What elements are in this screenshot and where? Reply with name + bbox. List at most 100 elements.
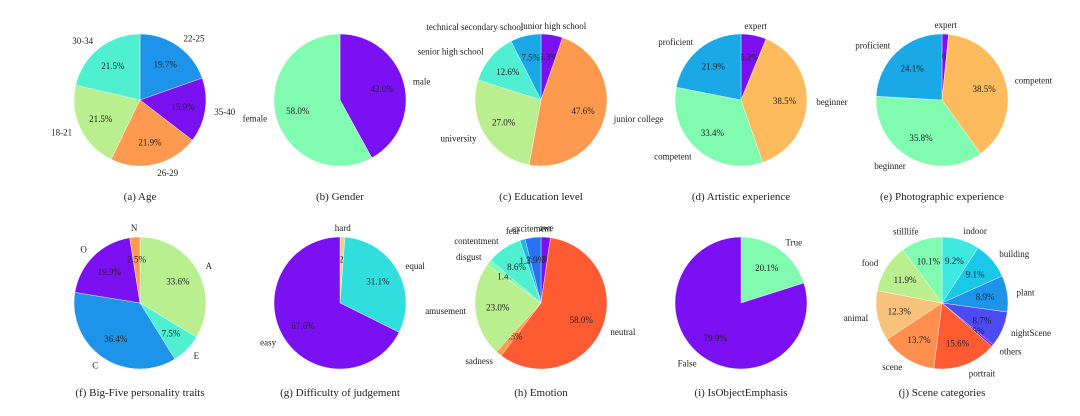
slice-category-label: junior high school <box>520 21 587 31</box>
slice-category-label: neutral <box>610 327 635 337</box>
slice-percent-label: 0.5% <box>966 326 985 336</box>
pie-chart: 6.2% expert 38.5% beginner 33.4% competent 21.… <box>654 21 848 203</box>
slice-category-label: O <box>80 245 87 255</box>
slice-percent-label: 1.4% <box>497 271 516 281</box>
slice-percent-label: 8.9% <box>976 292 995 302</box>
pie-slice <box>674 236 808 370</box>
slice-percent-label: 35.8% <box>909 133 933 143</box>
slice-category-label: beginner <box>874 161 906 171</box>
slice-percent-label: 38.5% <box>972 84 996 94</box>
slice-percent-label: 6.2% <box>740 52 759 62</box>
slice-category-label: building <box>999 249 1030 259</box>
slice-category-label: amusement <box>425 306 466 316</box>
slice-percent-label: 1.3% <box>519 256 538 266</box>
slice-percent-label: 11.9% <box>894 275 917 285</box>
slice-category-label: 30-34 <box>72 36 93 46</box>
slice-percent-label: 58.0% <box>286 106 310 116</box>
slice-category-label: E <box>194 351 200 361</box>
slice-category-label: beginner <box>816 97 848 107</box>
slice-category-label: awe <box>539 223 554 233</box>
slice-category-label: competent <box>1015 76 1053 86</box>
slice-percent-label: 1.6% <box>935 52 954 62</box>
pie-slice <box>740 236 805 304</box>
pie-slice <box>74 237 141 304</box>
pie-slice <box>674 86 763 167</box>
slice-percent-label: 19.9% <box>98 267 122 277</box>
pie-chart: 5.3% junior high school 47.6% junior colleg… <box>418 21 664 203</box>
pie-slice <box>273 33 373 167</box>
pie-slice <box>933 302 993 370</box>
subfigure-caption: (c) Education level <box>499 191 583 203</box>
slice-category-label: 18-21 <box>51 127 72 137</box>
pie-slice <box>875 96 981 167</box>
pie-slice <box>75 33 141 101</box>
slice-percent-label: 24.1% <box>900 63 924 73</box>
slice-category-label: fear <box>506 226 520 236</box>
slice-percent-label: 79.9% <box>704 333 728 343</box>
slice-percent-label: 3.9% <box>526 255 545 265</box>
slice-percent-label: 7.5% <box>162 329 181 339</box>
pie-chart: 2.3% awe 58.0% neutral 1.5% sadness 23.0% amuse… <box>425 223 636 399</box>
pie-slice <box>528 37 608 167</box>
slice-category-label: contentment <box>454 236 499 246</box>
slice-category-label: disgust <box>456 252 482 262</box>
subfigure-caption: (j) Scene categories <box>899 387 986 399</box>
slice-percent-label: 8.7% <box>973 315 992 325</box>
slice-category-label: others <box>1000 347 1022 357</box>
slice-category-label: competent <box>654 152 692 162</box>
slice-percent-label: 23.0% <box>486 303 510 313</box>
slice-category-label: plant <box>1017 287 1035 297</box>
pie-chart: 1.6% expert 38.5% competent 35.8% beginner 24.… <box>855 20 1052 203</box>
slice-percent-label: 7.5% <box>521 53 540 63</box>
pie-chart: 19.7% 22-25 15.9% 35-40 21.9% 26-29 21.5% 18-21… <box>51 34 236 203</box>
slice-percent-label: 21.5% <box>89 114 113 124</box>
slice-percent-label: 47.6% <box>571 106 595 116</box>
slice-percent-label: 12.3% <box>888 307 912 317</box>
slice-percent-label: 38.5% <box>773 96 797 106</box>
pie-chart: 9.2% indoor 9.1% building 8.9% plant 8.7% night… <box>844 226 1051 399</box>
pie-slice <box>500 237 608 370</box>
slice-percent-label: 2.3% <box>535 255 554 265</box>
slice-percent-label: 1.2% <box>332 255 351 265</box>
slice-category-label: expert <box>935 20 958 30</box>
subfigure-caption: (i) IsObjectEmphasis <box>694 387 787 399</box>
slice-category-label: N <box>131 223 138 233</box>
slice-category-label: 22-25 <box>184 34 205 44</box>
slice-category-label: sadness <box>465 356 493 366</box>
pie-slice <box>941 34 1009 154</box>
pie-slice <box>73 84 141 160</box>
slice-percent-label: 10.1% <box>917 257 941 267</box>
slice-category-label: animal <box>844 313 869 323</box>
slice-percent-label: 33.6% <box>166 277 190 287</box>
pie-chart: 33.6% A 7.5% E 36.4% C 19.9% O 2.5% N (f) Big-Five… <box>73 223 213 399</box>
slice-percent-label: 19.7% <box>154 59 178 69</box>
slice-category-label: easy <box>260 338 276 348</box>
pie-chart: 1.2% hard 31.1% equal 67.6% easy (g) Difficult… <box>260 223 425 399</box>
slice-percent-label: 8.6% <box>507 262 526 272</box>
subfigure-caption: (a) Age <box>124 191 157 203</box>
slice-percent-label: 33.4% <box>701 128 725 138</box>
slice-percent-label: 42.0% <box>371 84 395 94</box>
slice-category-label: C <box>92 361 98 371</box>
pie-slice <box>139 236 207 338</box>
slice-percent-label: 21.9% <box>702 61 726 71</box>
slice-category-label: portrait <box>969 368 996 378</box>
pie-slice <box>676 33 742 101</box>
slice-percent-label: 20.1% <box>755 263 779 273</box>
slice-percent-label: 1.5% <box>504 332 523 342</box>
slice-percent-label: 21.9% <box>138 137 162 147</box>
pie-slice <box>875 33 943 101</box>
slice-category-label: equal <box>405 261 425 271</box>
slice-category-label: stilllife <box>893 227 919 237</box>
slice-percent-label: 2.5% <box>127 255 146 265</box>
subfigure-caption: (f) Big-Five personality traits <box>75 387 204 399</box>
slice-category-label: university <box>441 134 477 144</box>
slice-category-label: scene <box>882 362 902 372</box>
slice-category-label: food <box>862 258 879 268</box>
pie-slice <box>740 38 808 163</box>
subfigure-caption: (d) Artistic experience <box>692 191 790 203</box>
slice-percent-label: 67.6% <box>291 321 315 331</box>
slice-percent-label: 9.1% <box>966 270 985 280</box>
pie-chart: 42.0% male 58.0% female (b) Gender <box>243 33 430 203</box>
